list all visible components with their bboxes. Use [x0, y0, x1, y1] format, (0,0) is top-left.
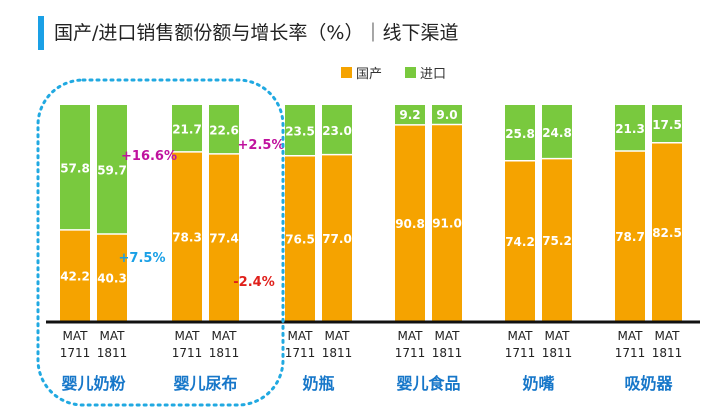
bar-domestic [209, 153, 239, 321]
tick-label-period: MAT [618, 329, 644, 343]
tick-label-period: MAT [545, 329, 571, 343]
tick-label-period: 1711 [615, 346, 646, 360]
data-label-import: 22.6 [209, 123, 239, 137]
chart-title: 国产/进口销售额份额与增长率（%）｜线下渠道 [54, 22, 459, 44]
bar-domestic [542, 158, 572, 321]
bar-import [395, 105, 425, 125]
data-label-domestic: 91.0 [432, 217, 462, 231]
tick-label-period: 1811 [432, 346, 463, 360]
tick-label-period: MAT [508, 329, 534, 343]
tick-label-period: 1711 [505, 346, 536, 360]
data-label-import: 21.3 [615, 122, 645, 136]
data-label-import: 59.7 [97, 163, 127, 177]
growth-annotation: -2.4% [233, 275, 274, 290]
data-label-domestic: 77.0 [322, 232, 352, 246]
tick-label-period: 1711 [172, 346, 203, 360]
tick-label-period: 1711 [395, 346, 426, 360]
data-label-domestic: 90.8 [395, 217, 425, 231]
tick-label-period: 1811 [97, 346, 128, 360]
bar-import [542, 105, 572, 159]
bar-domestic [285, 155, 315, 321]
bar-import [652, 105, 682, 143]
tick-label-period: MAT [325, 329, 351, 343]
bar-import [209, 105, 239, 154]
legend-label-import: 进口 [420, 67, 446, 82]
category-label: 吸奶器 [624, 374, 673, 393]
category-label: 婴儿奶粉 [61, 374, 125, 393]
bar-domestic [432, 124, 462, 321]
growth-annotation: +7.5% [119, 251, 166, 266]
data-label-domestic: 75.2 [542, 234, 572, 248]
bar-import [322, 105, 352, 155]
highlight-box [36, 78, 285, 407]
data-label-import: 57.8 [60, 161, 90, 175]
category-label: 婴儿尿布 [173, 374, 237, 393]
tick-label-period: 1811 [322, 346, 353, 360]
legend-swatch-import [405, 67, 416, 78]
category-label: 婴儿食品 [396, 374, 460, 393]
bar-import [60, 105, 90, 230]
tick-label-period: MAT [288, 329, 314, 343]
bar-domestic [60, 229, 90, 321]
category-label: 奶嘴 [522, 374, 554, 393]
title-accent-bar [38, 16, 44, 50]
legend-swatch-domestic [341, 67, 352, 78]
legend-label-domestic: 国产 [356, 67, 382, 82]
bar-domestic [505, 160, 535, 321]
tick-label-period: 1811 [209, 346, 240, 360]
tick-label-period: 1711 [285, 346, 316, 360]
data-label-import: 23.5 [285, 124, 315, 138]
data-label-domestic: 78.7 [615, 230, 645, 244]
tick-label-period: MAT [398, 329, 424, 343]
bar-domestic [172, 151, 202, 321]
bar-import [505, 105, 535, 161]
tick-label-period: MAT [435, 329, 461, 343]
data-label-domestic: 42.2 [60, 269, 90, 283]
category-label: 奶瓶 [302, 374, 334, 393]
data-label-import: 21.7 [172, 122, 202, 136]
bar-import [172, 105, 202, 152]
data-label-domestic: 74.2 [505, 235, 535, 249]
data-label-import: 25.8 [505, 127, 535, 141]
bar-domestic [97, 233, 127, 321]
data-label-domestic: 77.4 [209, 231, 239, 245]
bar-import [432, 105, 462, 125]
growth-annotation: +2.5% [238, 138, 285, 153]
growth-annotation: +16.6% [121, 149, 177, 164]
data-label-domestic: 76.5 [285, 232, 315, 246]
bar-import [615, 105, 645, 152]
tick-label-period: 1711 [60, 346, 91, 360]
bar-import [285, 105, 315, 156]
bar-domestic [395, 124, 425, 321]
bar-import [97, 105, 127, 234]
tick-label-period: MAT [63, 329, 89, 343]
data-label-domestic: 82.5 [652, 226, 682, 240]
data-label-import: 9.2 [399, 108, 420, 122]
bar-domestic [615, 151, 645, 321]
tick-label-period: MAT [212, 329, 238, 343]
data-label-import: 17.5 [652, 118, 682, 132]
tick-label-period: MAT [175, 329, 201, 343]
bar-domestic [322, 154, 352, 321]
tick-label-period: 1811 [652, 346, 683, 360]
tick-label-period: 1811 [542, 346, 573, 360]
data-label-domestic: 40.3 [97, 271, 127, 285]
data-label-import: 24.8 [542, 126, 572, 140]
data-label-import: 9.0 [436, 108, 457, 122]
tick-label-period: MAT [100, 329, 126, 343]
bar-domestic [652, 142, 682, 321]
data-label-import: 23.0 [322, 124, 352, 138]
tick-label-period: MAT [655, 329, 681, 343]
data-label-domestic: 78.3 [172, 230, 202, 244]
